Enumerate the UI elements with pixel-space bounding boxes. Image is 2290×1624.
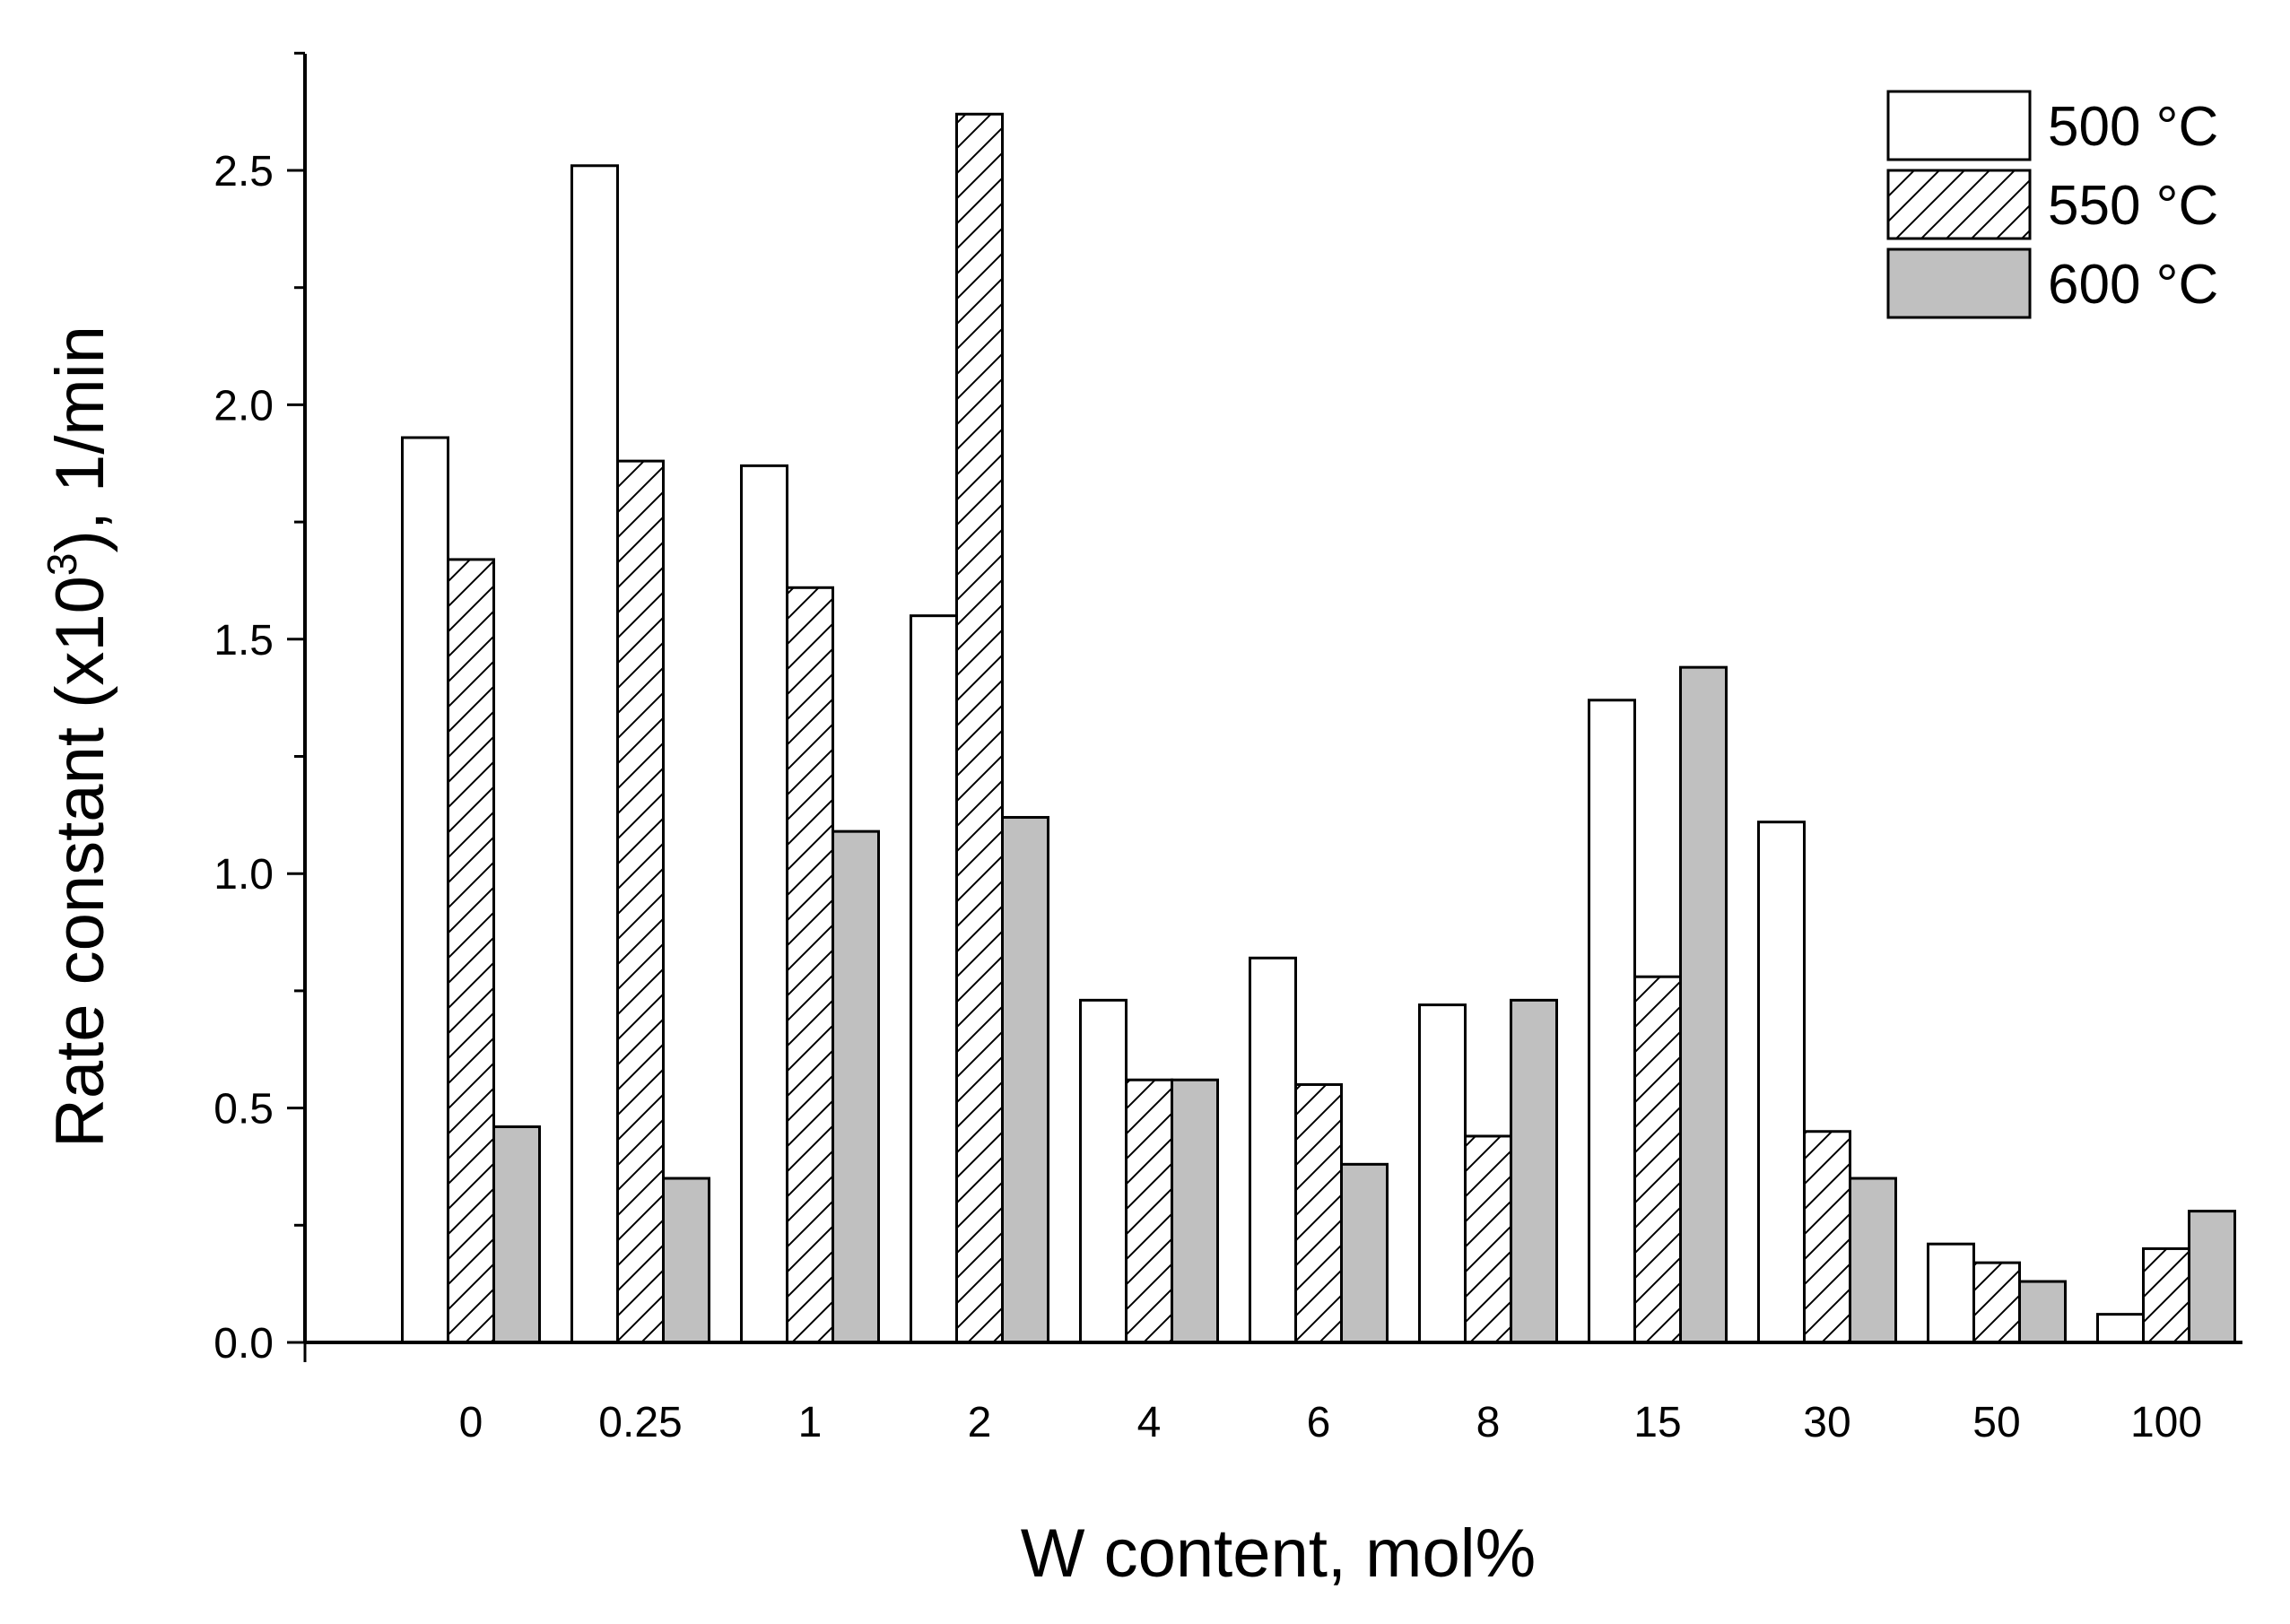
x-tick-label: 2 (968, 1399, 992, 1446)
x-tick-label: 0.25 (598, 1399, 682, 1446)
bar-3-4 (1171, 1078, 1219, 1344)
bar-2-8 (1464, 1134, 1512, 1344)
x-tick-label: 0 (459, 1399, 483, 1446)
bar-1-8 (1418, 1003, 1467, 1344)
legend-swatch-3 (1886, 248, 2032, 319)
y-axis-title-exponent: 3 (39, 552, 85, 576)
y-tick-label: 1.5 (213, 617, 274, 664)
y-tick-label: 2.0 (213, 382, 274, 430)
legend-label-1: 500 °C (2048, 96, 2218, 158)
bar-3-6 (1340, 1162, 1389, 1344)
legend-label-2: 550 °C (2048, 175, 2218, 237)
x-tick-label: 50 (1972, 1399, 2020, 1446)
bar-2-4 (1125, 1078, 1173, 1344)
bar-1-6 (1249, 956, 1297, 1344)
legend-label-3: 600 °C (2048, 254, 2218, 316)
bar-3-30 (1849, 1177, 1897, 1344)
legend: 500 °C 550 °C 600 °C (1886, 90, 2218, 319)
bar-2-30 (1803, 1130, 1851, 1344)
bars (401, 112, 2236, 1344)
bar-1-1 (740, 464, 788, 1344)
axes (287, 51, 2242, 1362)
bar-1-4 (1079, 998, 1128, 1344)
tick-labels: 0.0 0.5 1.0 1.5 2.0 2.5 0 0.25 1 2 4 6 8 15 30 50 100 (213, 148, 2202, 1446)
y-tick-label: 0.0 (213, 1320, 274, 1368)
bar-1-30 (1757, 821, 1806, 1344)
y-axis-title-suffix: ), 1/min (42, 326, 118, 552)
x-tick-label: 1 (798, 1399, 823, 1446)
x-tick-label: 8 (1476, 1399, 1501, 1446)
bar-3-2 (1001, 815, 1049, 1344)
bar-1-2 (910, 614, 958, 1344)
bar-1-0 (401, 436, 449, 1344)
bar-2-2 (955, 112, 1004, 1344)
legend-swatch-1 (1886, 90, 2032, 161)
bar-2-100 (2142, 1246, 2190, 1344)
x-tick-label: 4 (1137, 1399, 1162, 1446)
legend-swatch-2 (1886, 169, 2032, 240)
y-tick-label: 2.5 (213, 148, 274, 195)
bar-3-1 (832, 829, 880, 1344)
x-tick-label: 100 (2130, 1399, 2202, 1446)
bar-1-100 (2096, 1313, 2145, 1344)
bar-3-50 (2018, 1280, 2067, 1344)
bar-1-15 (1588, 699, 1636, 1344)
bar-2-6 (1294, 1082, 1343, 1344)
x-tick-label: 6 (1307, 1399, 1331, 1446)
bar-2-0.25 (616, 459, 665, 1344)
bar-2-15 (1633, 975, 1682, 1344)
bar-1-0.25 (570, 164, 619, 1344)
bar-3-8 (1510, 998, 1558, 1344)
y-tick-label: 0.5 (213, 1086, 274, 1133)
y-tick-label: 1.0 (213, 851, 274, 899)
x-tick-label: 30 (1803, 1399, 1850, 1446)
bar-2-1 (786, 586, 834, 1344)
y-axis-title-prefix: Rate constant (x10 (42, 576, 118, 1148)
bar-3-15 (1679, 665, 1728, 1344)
bar-2-50 (1972, 1261, 2021, 1344)
bar-3-100 (2188, 1210, 2236, 1344)
y-axis-title: Rate constant (x103), 1/min (39, 326, 118, 1148)
x-tick-label: 15 (1633, 1399, 1681, 1446)
bar-1-50 (1927, 1242, 1975, 1344)
bar-3-0 (492, 1125, 541, 1344)
bar-2-0 (447, 558, 495, 1344)
bar-3-0.25 (662, 1177, 710, 1344)
x-axis-title: W content, mol% (1021, 1515, 1536, 1592)
